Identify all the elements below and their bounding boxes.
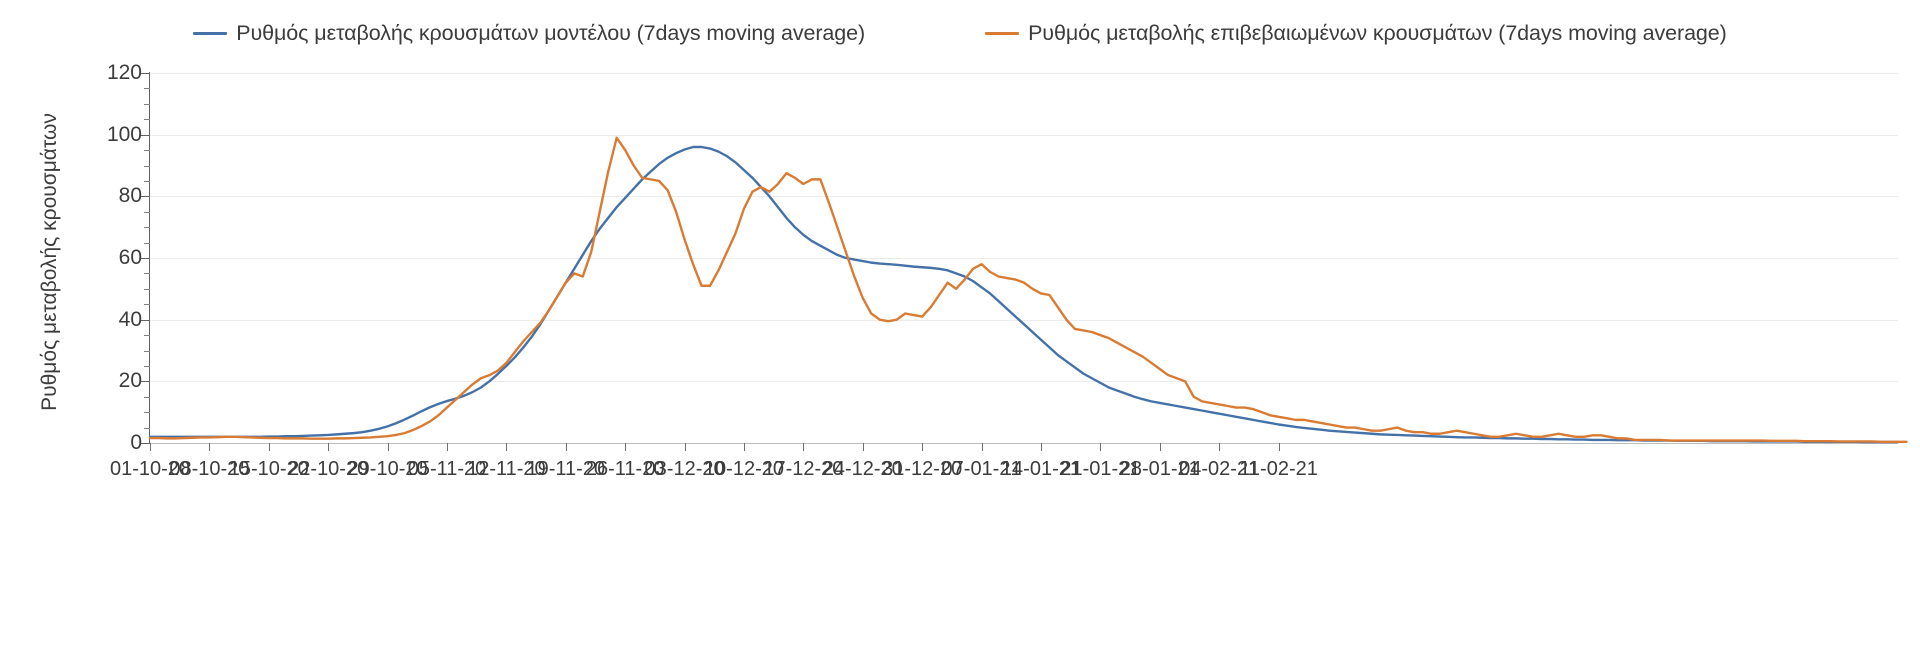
y-tick-minor-25 <box>144 365 150 367</box>
y-tick-label-20: 20 <box>118 369 142 393</box>
y-tick-minor-70 <box>144 227 150 229</box>
x-tick-22-10-20 <box>328 443 330 451</box>
gridline-20 <box>150 381 1898 383</box>
x-tick-17-12-20 <box>803 443 805 451</box>
x-tick-label-17-12-20: 17-12-20 <box>763 458 844 480</box>
x-tick-label-11-02-21: 11-02-21 <box>1239 458 1318 480</box>
y-tick-minor-15 <box>144 396 150 398</box>
y-tick-label-120: 120 <box>106 61 142 84</box>
x-tick-31-12-20 <box>922 443 924 451</box>
x-tick-01-10-20 <box>150 443 151 451</box>
y-tick-label-100: 100 <box>106 122 142 146</box>
x-tick-07-01-21 <box>981 443 983 451</box>
x-tick-29-10-20 <box>387 443 389 451</box>
x-tick-label-29-10-20: 29-10-20 <box>347 458 428 480</box>
y-tick-label-80: 80 <box>118 184 142 208</box>
plot-area: 0 20 40 60 80 100 120 01-10-20 08-10-20 15-10-20… <box>107 61 1908 480</box>
x-tick-label-07-01-21: 07-01-21 <box>941 458 1022 480</box>
gridline-120 <box>150 73 1898 74</box>
y-tick-minor-85 <box>144 180 150 182</box>
x-tick-label-14-01-21: 14-01-21 <box>1000 458 1081 480</box>
y-tick-minor-115 <box>144 88 150 90</box>
y-tick-minor-30 <box>144 350 150 352</box>
y-tick-minor-95 <box>144 150 150 152</box>
gridline-40 <box>150 319 1898 321</box>
x-tick-label-31-12-20: 31-12-20 <box>882 458 963 480</box>
x-tick-label-04-02-21: 04-02-21 <box>1179 458 1260 480</box>
x-tick-label-12-11-20: 12-11-20 <box>467 458 546 480</box>
series-lines <box>148 136 1908 444</box>
x-tick-15-10-20 <box>268 443 270 451</box>
x-tick-14-01-21 <box>1040 443 1042 451</box>
x-tick-11-02-21 <box>1278 443 1280 451</box>
y-tick-minor-50 <box>144 288 150 290</box>
x-tick-label-15-10-20: 15-10-20 <box>228 458 309 480</box>
y-tick-minor-5 <box>144 427 150 429</box>
y-tick-major-60 <box>141 258 150 259</box>
legend-item-confirmed[interactable]: Ρυθμός μεταβολής επιβεβαιωμένων κρουσμάτ… <box>985 21 1727 46</box>
x-tick-24-12-20 <box>862 443 864 451</box>
y-tick-minor-90 <box>144 165 150 167</box>
x-tick-10-12-20 <box>743 443 745 451</box>
y-tick-major-20 <box>141 381 150 383</box>
y-tick-minor-65 <box>144 242 150 244</box>
x-tick-label-05-11-20: 05-11-20 <box>407 458 487 480</box>
x-tick-21-01-21 <box>1100 443 1102 451</box>
x-tick-08-10-20 <box>209 443 211 451</box>
legend-swatch-model <box>193 31 228 35</box>
x-tick-label-21-01-21: 21-01-21 <box>1060 458 1141 480</box>
y-tick-label-60: 60 <box>118 246 142 269</box>
legend-label-confirmed: Ρυθμός μεταβολής επιβεβαιωμένων κρουσμάτ… <box>1028 20 1727 45</box>
x-tick-03-12-20 <box>684 443 686 451</box>
x-tick-label-03-12-20: 03-12-20 <box>644 458 725 480</box>
y-tick-minor-75 <box>144 211 150 213</box>
x-tick-label-19-11-20: 19-11-20 <box>526 458 606 480</box>
y-tick-minor-110 <box>144 103 150 105</box>
y-tick-minor-10 <box>144 412 150 414</box>
y-tick-minor-45 <box>144 304 150 306</box>
x-tick-label-28-01-21: 28-01-21 <box>1119 458 1200 480</box>
legend-label-model: Ρυθμός μεταβολής κρουσμάτων μοντέλου (7d… <box>236 20 866 45</box>
y-tick-major-0 <box>141 443 150 444</box>
gridline-80 <box>150 196 1898 198</box>
y-tick-label-0: 0 <box>130 431 142 454</box>
gridline-0 <box>150 443 1898 444</box>
y-tick-major-40 <box>141 319 150 321</box>
x-tick-label-22-10-20: 22-10-20 <box>288 458 369 480</box>
y-tick-major-120 <box>141 73 150 74</box>
x-tick-04-02-21 <box>1219 443 1221 451</box>
legend-swatch-confirmed <box>985 31 1020 35</box>
gridlines <box>150 73 1898 444</box>
y-tick-minor-105 <box>144 119 150 121</box>
x-tick-label-10-12-20: 10-12-20 <box>703 458 784 480</box>
y-tick-minor-35 <box>144 335 150 337</box>
gridline-100 <box>150 134 1898 136</box>
x-tick-label-26-11-20: 26-11-20 <box>585 458 665 480</box>
legend-item-model[interactable]: Ρυθμός μεταβολής κρουσμάτων μοντέλου (7d… <box>193 21 865 46</box>
x-tick-19-11-20 <box>565 443 567 451</box>
series-line-confirmed <box>148 136 1908 443</box>
y-tick-label-40: 40 <box>118 307 142 331</box>
gridline-60 <box>150 258 1898 259</box>
y-tick-major-80 <box>141 196 150 198</box>
x-tick-26-11-20 <box>625 443 627 451</box>
x-tick-12-11-20 <box>506 443 508 451</box>
chart-legend: Ρυθμός μεταβολής κρουσμάτων μοντέλου (7d… <box>0 16 1920 50</box>
x-tick-label-01-10-20: 01-10-20 <box>109 458 191 480</box>
series-line-model <box>148 145 1900 444</box>
x-tick-label-24-12-20: 24-12-20 <box>822 458 903 480</box>
y-tick-major-100 <box>141 134 150 136</box>
x-tick-05-11-20 <box>446 443 448 451</box>
x-tick-28-01-21 <box>1159 443 1161 451</box>
x-tick-label-08-10-20: 08-10-20 <box>169 458 250 480</box>
y-tick-minor-55 <box>144 273 150 275</box>
